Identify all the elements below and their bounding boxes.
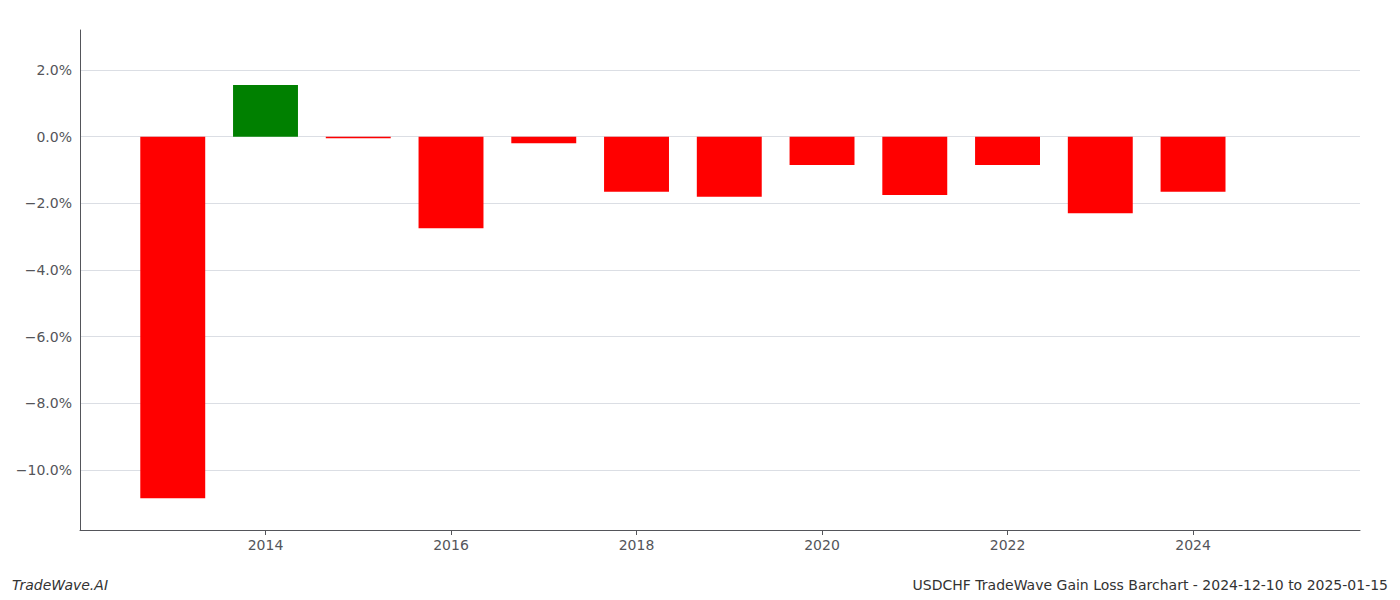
svg-text:−4.0%: −4.0% xyxy=(25,262,72,278)
svg-text:2018: 2018 xyxy=(619,537,655,553)
svg-text:−8.0%: −8.0% xyxy=(25,395,72,411)
svg-text:−10.0%: −10.0% xyxy=(16,462,72,478)
svg-text:USDCHF TradeWave Gain Loss Bar: USDCHF TradeWave Gain Loss Barchart - 20… xyxy=(913,577,1388,593)
svg-text:2014: 2014 xyxy=(248,537,284,553)
svg-text:2022: 2022 xyxy=(990,537,1026,553)
svg-text:0.0%: 0.0% xyxy=(36,129,72,145)
svg-text:−2.0%: −2.0% xyxy=(25,195,72,211)
svg-text:2016: 2016 xyxy=(433,537,469,553)
svg-text:2.0%: 2.0% xyxy=(36,62,72,78)
svg-text:−6.0%: −6.0% xyxy=(25,329,72,345)
svg-text:2020: 2020 xyxy=(804,537,840,553)
svg-text:2024: 2024 xyxy=(1175,537,1211,553)
svg-text:TradeWave.AI: TradeWave.AI xyxy=(12,577,108,593)
